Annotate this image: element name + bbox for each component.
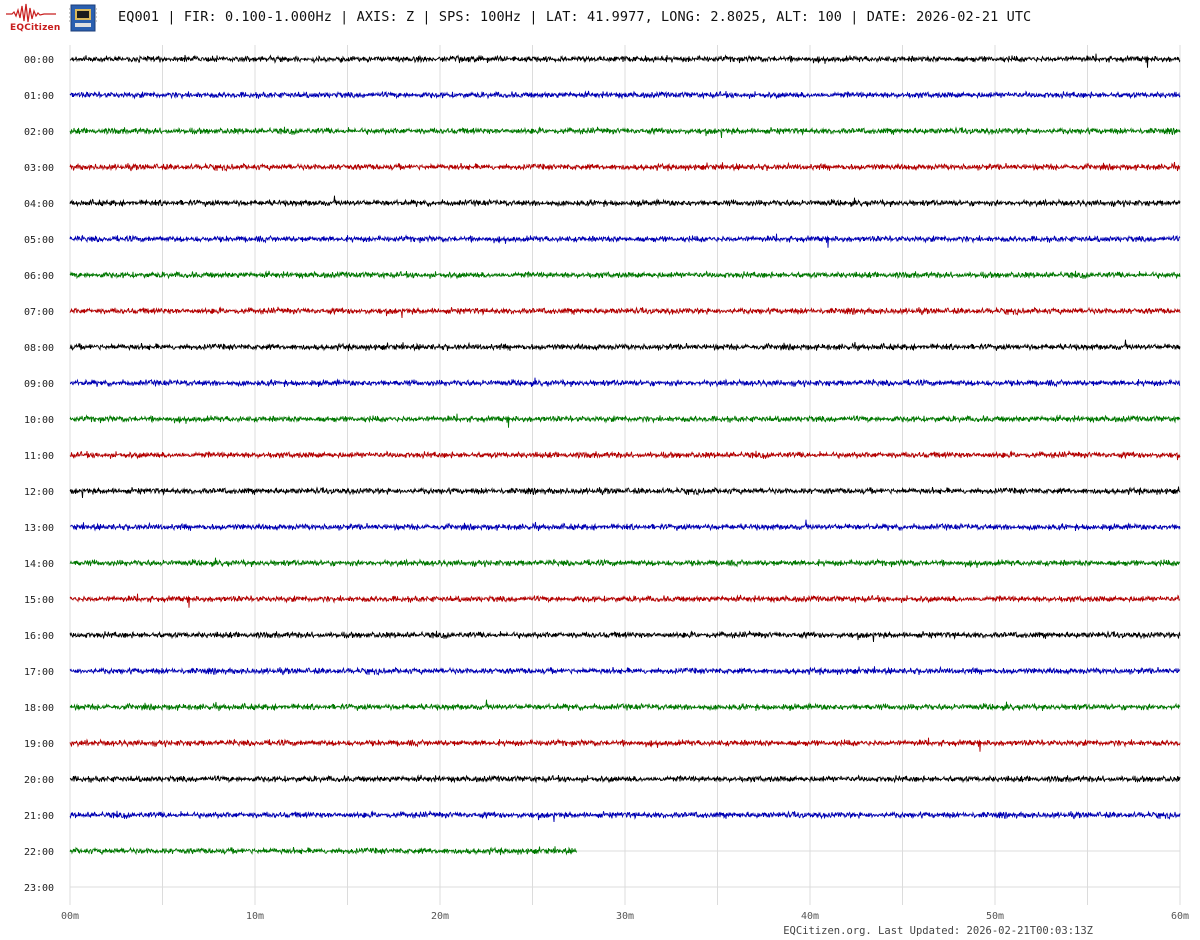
- hour-tick-label: 22:00: [24, 847, 54, 858]
- minute-tick-label: 30m: [616, 911, 634, 922]
- minute-tick-label: 10m: [246, 911, 264, 922]
- hour-tick-label: 13:00: [24, 523, 54, 534]
- trace-1700: [69, 665, 1181, 676]
- trace-1800: [69, 699, 1181, 712]
- minute-tick-label: 40m: [801, 911, 819, 922]
- trace-2000: [69, 774, 1181, 784]
- trace-1900: [69, 737, 1181, 752]
- seismogram-logo-icon: [6, 3, 56, 23]
- trace-0000: [69, 53, 1181, 68]
- trace-0200: [69, 126, 1181, 139]
- hour-tick-label: 20:00: [24, 775, 54, 786]
- hour-tick-label: 10:00: [24, 415, 54, 426]
- hour-tick-label: 07:00: [24, 307, 54, 318]
- trace-2200: [69, 846, 577, 856]
- sensor-chip-icon: [68, 4, 98, 32]
- minute-tick-label: 20m: [431, 911, 449, 922]
- trace-1500: [69, 593, 1181, 608]
- trace-0300: [69, 161, 1181, 172]
- hour-tick-label: 03:00: [24, 163, 54, 174]
- hour-tick-label: 19:00: [24, 739, 54, 750]
- trace-1300: [69, 519, 1181, 532]
- trace-1200: [69, 486, 1181, 499]
- hour-tick-label: 16:00: [24, 631, 54, 642]
- trace-0400: [69, 195, 1181, 208]
- header: EQCitizen EQ001 | FIR: 0.100-1.000Hz | A…: [0, 0, 1200, 36]
- trace-0100: [69, 90, 1181, 100]
- trace-1600: [69, 630, 1181, 643]
- hour-tick-label: 06:00: [24, 271, 54, 282]
- minute-tick-label: 50m: [986, 911, 1004, 922]
- trace-1100: [69, 450, 1181, 461]
- trace-0500: [69, 233, 1181, 248]
- trace-0700: [69, 306, 1181, 319]
- eqcitizen-logo: EQCitizen: [4, 2, 60, 34]
- hour-tick-label: 12:00: [24, 487, 54, 498]
- hour-labels: 00:00 01:00 02:00 03:00 04:00 05:00 06:00 07:00…: [24, 55, 54, 894]
- trace-2100: [69, 810, 1181, 823]
- hour-tick-label: 18:00: [24, 703, 54, 714]
- trace-0600: [69, 270, 1181, 280]
- hour-tick-label: 17:00: [24, 667, 54, 678]
- hour-tick-label: 14:00: [24, 559, 54, 570]
- hour-tick-label: 09:00: [24, 379, 54, 390]
- grid: [69, 45, 1181, 905]
- station-info-title: EQ001 | FIR: 0.100-1.000Hz | AXIS: Z | S…: [118, 9, 1032, 25]
- hour-tick-label: 01:00: [24, 91, 54, 102]
- minute-tick-label: 60m: [1171, 911, 1189, 922]
- hour-tick-label: 00:00: [24, 55, 54, 66]
- logo-text: EQCitizen: [10, 23, 61, 33]
- traces: [69, 53, 1181, 856]
- hour-tick-label: 23:00: [24, 883, 54, 894]
- trace-1400: [69, 557, 1181, 568]
- minute-tick-label: 00m: [61, 911, 79, 922]
- minute-labels: 00m 10m 20m 30m 40m 50m 60m: [61, 911, 1189, 922]
- last-updated-footer: EQCitizen.org. Last Updated: 2026-02-21T…: [783, 925, 1093, 937]
- hour-tick-label: 02:00: [24, 127, 54, 138]
- hour-tick-label: 11:00: [24, 451, 54, 462]
- hour-tick-label: 05:00: [24, 235, 54, 246]
- trace-0900: [69, 377, 1181, 388]
- trace-1000: [69, 413, 1181, 428]
- hour-tick-label: 04:00: [24, 199, 54, 210]
- trace-0800: [69, 339, 1181, 352]
- hour-tick-label: 08:00: [24, 343, 54, 354]
- hour-tick-label: 15:00: [24, 595, 54, 606]
- hour-tick-label: 21:00: [24, 811, 54, 822]
